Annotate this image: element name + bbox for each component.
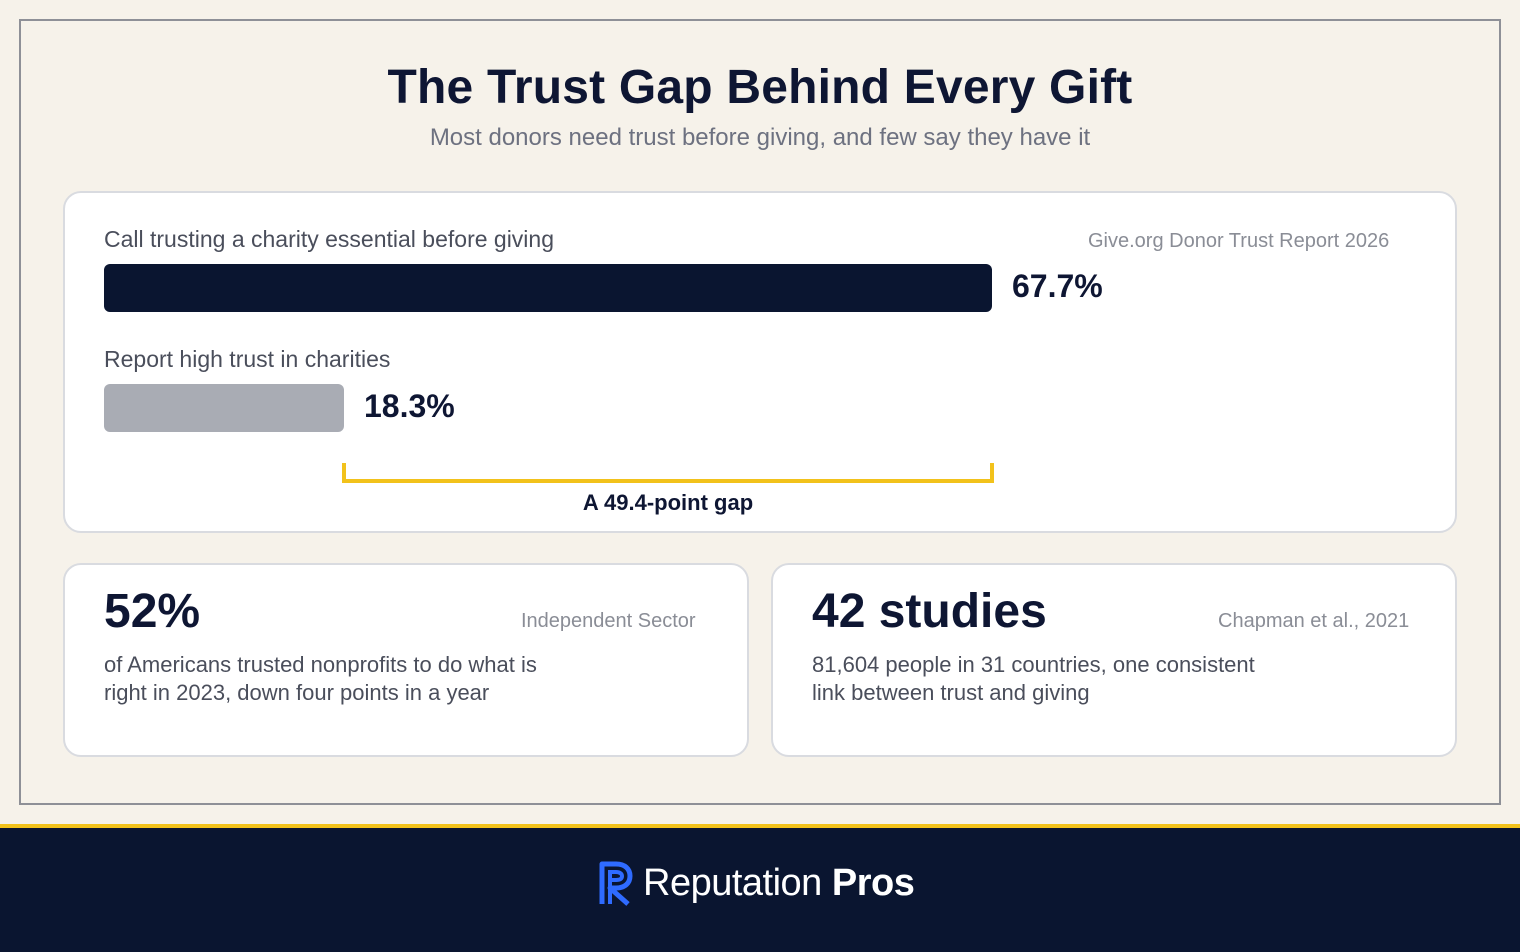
chart-source: Give.org Donor Trust Report 2026 xyxy=(1088,230,1390,252)
brand-name: Reputation Pros xyxy=(643,862,915,905)
brand-name-bold: Pros xyxy=(831,862,915,904)
bar-high-trust xyxy=(104,384,344,432)
page-subtitle: Most donors need trust before giving, an… xyxy=(429,124,1091,151)
reputation-pros-logo-icon xyxy=(599,861,633,906)
stat-description-line: of Americans trusted nonprofits to do wh… xyxy=(104,652,537,677)
bar-essential xyxy=(104,264,992,312)
stat-description-line: right in 2023, down four points in a yea… xyxy=(104,680,490,705)
brand-name-light: Reputation xyxy=(643,862,822,904)
chart-card xyxy=(63,191,1457,533)
gap-bracket xyxy=(342,463,994,483)
stat-description: 81,604 people in 31 countries, one consi… xyxy=(812,651,1255,707)
gap-label: A 49.4-point gap xyxy=(582,490,754,515)
footer-bar xyxy=(0,824,1520,952)
stat-description-line: link between trust and giving xyxy=(812,680,1090,705)
stat-card-chapman xyxy=(771,563,1457,757)
bar-value-essential: 67.7% xyxy=(1012,268,1103,304)
bar-value-high-trust: 18.3% xyxy=(364,388,455,424)
bar-label-essential: Call trusting a charity essential before… xyxy=(104,226,555,252)
stat-description: of Americans trusted nonprofits to do wh… xyxy=(104,651,537,707)
stat-source: Chapman et al., 2021 xyxy=(1218,610,1410,632)
stat-card-independent-sector xyxy=(63,563,749,757)
stat-source: Independent Sector xyxy=(521,610,696,632)
stat-description-line: 81,604 people in 31 countries, one consi… xyxy=(812,652,1255,677)
bar-label-high-trust: Report high trust in charities xyxy=(104,346,391,372)
stat-value: 42 studies xyxy=(812,585,1047,638)
page-title: The Trust Gap Behind Every Gift xyxy=(387,61,1133,114)
stat-value: 52% xyxy=(104,585,201,638)
